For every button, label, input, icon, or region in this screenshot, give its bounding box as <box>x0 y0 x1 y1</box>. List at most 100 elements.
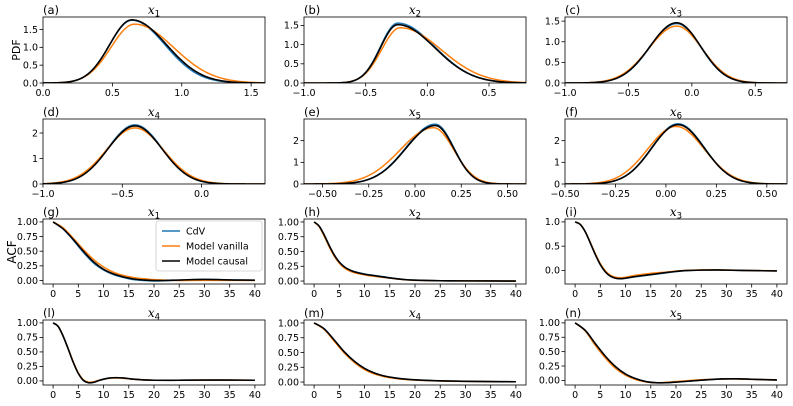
y-tick-label: 0.50 <box>278 247 299 258</box>
y-tick-label: 0.25 <box>17 362 38 373</box>
line-cdv <box>52 322 255 384</box>
x-tick-label: 15 <box>645 390 657 401</box>
line-model-vanilla <box>565 125 787 184</box>
x-tick-label: −1.0 <box>553 88 576 99</box>
x-tick-label: 0.0 <box>684 88 699 99</box>
x-tick-label: 10 <box>97 390 109 401</box>
axes-frame <box>303 118 527 185</box>
panel-label: (f) <box>565 105 578 119</box>
series-group <box>43 124 265 184</box>
y-tick-label: 1.0 <box>23 43 38 54</box>
y-tick-label: 0.00 <box>278 276 299 287</box>
y-tick-label: 1.00 <box>17 217 38 228</box>
panel-title: x4 <box>148 306 160 323</box>
x-tick-label: 5 <box>336 289 342 300</box>
y-tick-label: 0.75 <box>17 232 38 243</box>
x-tick-label: 30 <box>198 289 210 300</box>
x-tick-label: 10 <box>619 390 631 401</box>
y-tick-label: 0.0 <box>545 78 560 89</box>
legend-entry-cdv: CdV <box>186 227 206 238</box>
line-cdv <box>304 22 526 83</box>
line-cdv <box>43 124 265 184</box>
panel-e: −0.50 −0.25 0.00 0.25 0.50 0 1 2 (e) x5 <box>293 105 527 200</box>
axes-frame <box>564 118 788 185</box>
line-cdv <box>574 322 777 384</box>
series-group <box>52 221 255 282</box>
y-tick-label: 0 <box>293 179 299 190</box>
x-tick-label: 5 <box>75 289 81 300</box>
x-tick-label: 10 <box>358 289 370 300</box>
y-tick-label: 1 <box>554 158 560 169</box>
x-tick-label: 15 <box>123 289 135 300</box>
y-tick-label: 0.5 <box>23 60 38 71</box>
y-tick-label: 2 <box>554 136 560 147</box>
line-model-causal <box>313 322 516 383</box>
legend-box <box>155 220 263 272</box>
axes-frame <box>303 16 527 84</box>
axes-frame <box>564 16 788 84</box>
panel-label: (d) <box>43 105 59 119</box>
y-tick-label: 1.5 <box>23 25 38 36</box>
axes-frame <box>303 218 527 285</box>
line-model-vanilla <box>52 322 255 383</box>
x-tick-label: 0.00 <box>404 189 425 200</box>
axes-frame <box>42 319 266 386</box>
y-tick-label: 0.0 <box>284 78 299 89</box>
y-tick-label: 0.00 <box>539 376 560 387</box>
x-tick-label: −0.25 <box>601 189 630 200</box>
panel-title: x4 <box>409 306 421 323</box>
x-tick-label: 25 <box>695 390 707 401</box>
x-tick-label: 15 <box>384 390 396 401</box>
panel-b: −1.0 −0.5 0.0 0.5 0.0 0.5 1.0 1.5 (b) x2 <box>284 3 527 99</box>
x-tick-label: 40 <box>771 289 783 300</box>
line-cdv <box>304 123 526 184</box>
panel-f: −0.50 −0.25 0.00 0.25 0.50 0 1 2 (f) x6 <box>550 105 788 200</box>
x-tick-label: 5 <box>597 390 603 401</box>
line-cdv <box>43 19 265 83</box>
x-tick-label: 25 <box>173 390 185 401</box>
legend-entry-model-causal: Model causal <box>186 257 248 268</box>
legend-entry-model-vanilla: Model vanilla <box>186 242 249 253</box>
x-tick-label: −0.5 <box>111 189 134 200</box>
x-tick-label: 20 <box>148 289 160 300</box>
x-tick-label: 5 <box>75 390 81 401</box>
y-tick-label: 0.50 <box>539 347 560 358</box>
y-tick-label: 2 <box>293 136 299 147</box>
x-tick-label: 0 <box>50 289 56 300</box>
x-tick-label: 10 <box>97 289 109 300</box>
panel-label: (e) <box>304 105 320 119</box>
x-tick-label: 20 <box>409 289 421 300</box>
panel-g: 0 5 10 15 20 25 30 35 40 0.00 0.25 0.50 0.75 1.00 (g) x… <box>17 205 266 300</box>
x-tick-label: 35 <box>485 289 497 300</box>
line-model-vanilla <box>52 221 255 282</box>
series-group <box>43 19 265 83</box>
y-tick-label: 0.0 <box>545 266 560 277</box>
x-tick-label: 35 <box>224 390 236 401</box>
y-tick-label: 1.5 <box>545 16 560 27</box>
panel-label: (l) <box>43 306 55 320</box>
panel-label: (g) <box>43 205 59 219</box>
panel-label: (b) <box>304 3 320 17</box>
x-tick-label: 40 <box>249 289 261 300</box>
panel-i: 0 5 10 15 20 25 30 35 40 0.0 0.5 1.0 (i) x3 <box>545 205 788 300</box>
panel-title: x6 <box>670 105 682 122</box>
line-model-causal <box>52 221 255 282</box>
panel-m: 0 5 10 15 20 25 30 35 40 0.00 0.25 0.50 0.75 1.00 (m) x… <box>278 306 527 401</box>
x-tick-label: 0.25 <box>451 189 472 200</box>
y-tick-label: 1.00 <box>278 217 299 228</box>
panel-label: (a) <box>43 3 59 17</box>
x-tick-label: 30 <box>720 390 732 401</box>
series-group <box>565 123 787 184</box>
y-tick-label: 0.75 <box>278 333 299 344</box>
x-tick-label: 15 <box>123 390 135 401</box>
line-model-causal <box>52 322 255 384</box>
x-tick-label: 1.0 <box>174 88 189 99</box>
x-tick-label: 5 <box>336 390 342 401</box>
y-tick-label: 0 <box>554 179 560 190</box>
y-tick-label: 0.50 <box>17 347 38 358</box>
pdf-row-label: PDF <box>10 39 23 60</box>
series-group <box>313 322 516 383</box>
x-tick-label: 20 <box>670 390 682 401</box>
series-group <box>574 322 777 384</box>
